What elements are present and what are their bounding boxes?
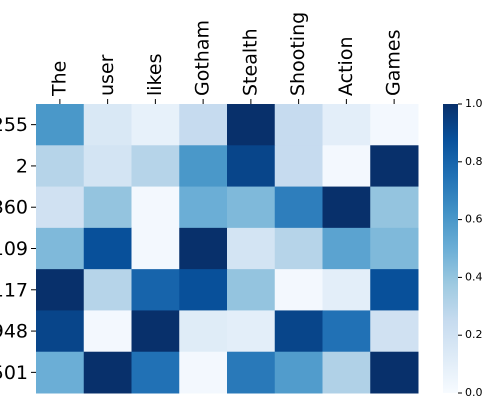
colorbar-tick-label: 0.4 bbox=[465, 270, 483, 283]
heatmap-cell bbox=[370, 269, 419, 311]
heatmap-cell bbox=[274, 310, 323, 353]
x-tick-label: The bbox=[48, 61, 70, 97]
y-tick-label: 948 bbox=[0, 321, 28, 343]
colorbar-tick-label: 0.6 bbox=[465, 213, 483, 226]
y-tick-label: 2 bbox=[16, 155, 28, 177]
heatmap-cell bbox=[179, 186, 228, 229]
heatmap-cell bbox=[322, 186, 371, 229]
heatmap-cell bbox=[131, 269, 180, 311]
heatmap-cell bbox=[36, 227, 85, 270]
heatmap-cell bbox=[131, 104, 180, 146]
heatmap-cell bbox=[83, 269, 132, 311]
colorbar-tick-label: 0.2 bbox=[465, 328, 483, 341]
heatmap-cell bbox=[274, 269, 323, 311]
heatmap-cell bbox=[131, 310, 180, 353]
heatmap-cell bbox=[322, 104, 371, 146]
colorbar-tick-label: 0.0 bbox=[465, 386, 483, 399]
heatmap-cell bbox=[83, 186, 132, 229]
heatmap-cell bbox=[36, 104, 85, 146]
colorbar-tick-label: 1.0 bbox=[465, 97, 483, 110]
heatmap-cell bbox=[131, 186, 180, 229]
colorbar-tick-label: 0.8 bbox=[465, 155, 483, 168]
y-tick-label: 1117 bbox=[0, 279, 28, 301]
heatmap-cell bbox=[83, 104, 132, 146]
heatmap-cell bbox=[36, 145, 85, 188]
heatmap-cell bbox=[83, 351, 132, 394]
colorbar bbox=[443, 104, 458, 393]
heatmap-cell bbox=[179, 227, 228, 270]
heatmap-cell bbox=[370, 310, 419, 353]
heatmap-cell bbox=[227, 310, 276, 353]
y-tick-label: 360 bbox=[0, 197, 28, 219]
heatmap-cell bbox=[227, 227, 276, 270]
heatmap-cell bbox=[322, 351, 371, 394]
x-tick-label: Shooting bbox=[287, 12, 309, 96]
heatmap-cell bbox=[83, 227, 132, 270]
heatmap-cell bbox=[227, 186, 276, 229]
heatmap-cell bbox=[227, 351, 276, 394]
heatmap-cell bbox=[36, 351, 85, 394]
heatmap-cell bbox=[179, 310, 228, 353]
y-tick-label: 255 bbox=[0, 114, 28, 136]
heatmap-cell bbox=[322, 227, 371, 270]
heatmap-cell bbox=[322, 145, 371, 188]
heatmap-cell bbox=[274, 104, 323, 146]
x-tick-label: Gotham bbox=[192, 20, 214, 96]
heatmap-cell bbox=[274, 351, 323, 394]
heatmap-cell bbox=[131, 351, 180, 394]
heatmap-cell bbox=[370, 145, 419, 188]
heatmap-cell bbox=[36, 310, 85, 353]
heatmap-cell bbox=[370, 351, 419, 394]
heatmap-cell bbox=[274, 186, 323, 229]
x-tick-label: Games bbox=[383, 30, 405, 96]
x-tick-label: user bbox=[96, 54, 118, 96]
heatmap-cell bbox=[131, 145, 180, 188]
heatmap-cell bbox=[322, 269, 371, 311]
x-tick-label: Stealth bbox=[239, 28, 261, 96]
heatmap-cell bbox=[36, 269, 85, 311]
heatmap-cell bbox=[179, 145, 228, 188]
heatmap-cell bbox=[131, 227, 180, 270]
y-tick-label: 109 bbox=[0, 238, 28, 260]
heatmap-cell bbox=[274, 145, 323, 188]
x-tick-label: likes bbox=[144, 54, 166, 96]
heatmap-cell bbox=[83, 145, 132, 188]
heatmap-cell bbox=[179, 351, 228, 394]
heatmap-cell bbox=[322, 310, 371, 353]
heatmap-cell bbox=[179, 269, 228, 311]
x-tick-label: Action bbox=[335, 36, 357, 96]
heatmap-cell bbox=[370, 186, 419, 229]
heatmap-cell bbox=[227, 269, 276, 311]
heatmap-cell bbox=[179, 104, 228, 146]
heatmap-cell bbox=[370, 227, 419, 270]
heatmap-cell bbox=[370, 104, 419, 146]
heatmap-cell bbox=[227, 104, 276, 146]
heatmap-cell bbox=[227, 145, 276, 188]
heatmap-cell bbox=[83, 310, 132, 353]
heatmap-cell bbox=[274, 227, 323, 270]
heatmap-cell bbox=[36, 186, 85, 229]
y-tick-label: 501 bbox=[0, 362, 28, 384]
